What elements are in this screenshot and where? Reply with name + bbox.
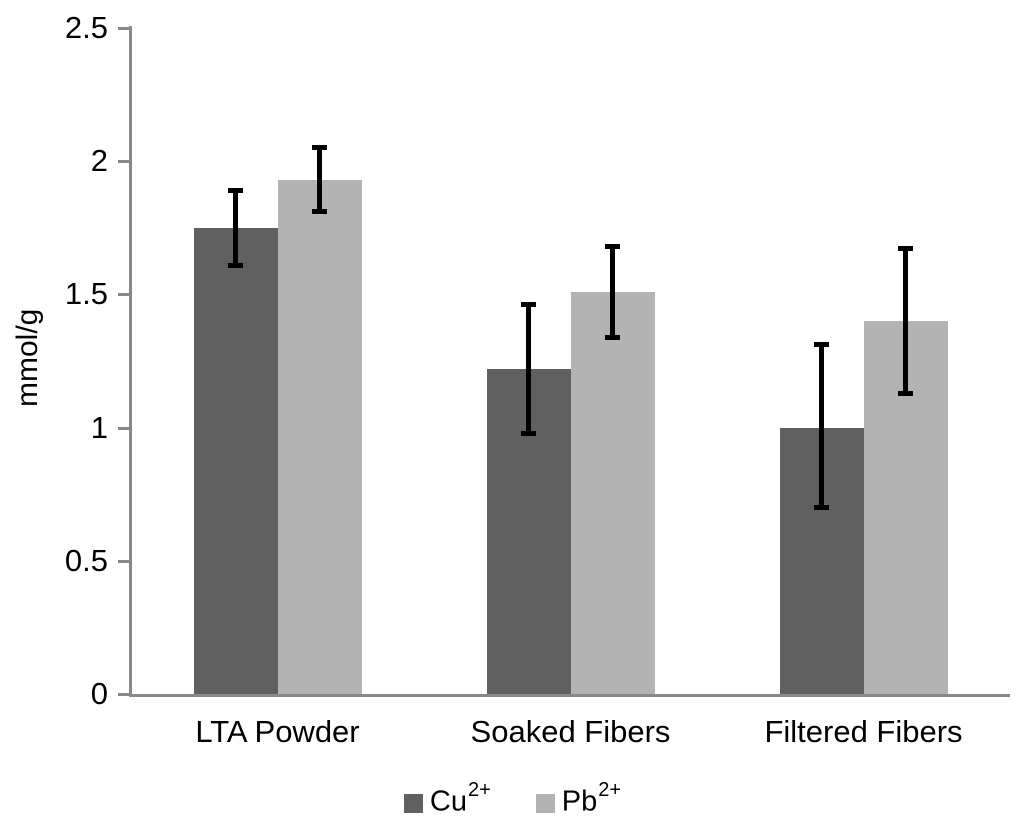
- y-tick-mark-1.5: [118, 293, 131, 297]
- bar-cu-lta-powder: [193, 227, 278, 694]
- error-cap-top-cu-soaked-fibers: [521, 302, 536, 308]
- x-axis-line: [129, 694, 1010, 697]
- legend-label-pb: Pb2+: [561, 779, 622, 818]
- error-bar-pb-filtered-fibers: [903, 246, 908, 396]
- error-cap-top-pb-filtered-fibers: [898, 246, 913, 252]
- y-tick-label-2.5: 2.5: [64, 10, 108, 45]
- y-tick-mark-0.5: [118, 559, 131, 563]
- bar-pb-lta-powder: [277, 179, 362, 694]
- error-bar-cu-lta-powder: [233, 187, 238, 268]
- x-axis-label-lta-powder: LTA Powder: [195, 714, 360, 749]
- legend-item-pb: Pb2+: [535, 778, 622, 818]
- error-cap-bottom-cu-soaked-fibers: [521, 430, 536, 436]
- error-bar-cu-soaked-fibers: [526, 302, 531, 436]
- y-tick-mark-0: [118, 693, 131, 696]
- x-axis-label-filtered-fibers: Filtered Fibers: [764, 714, 963, 749]
- y-tick-label-0.5: 0.5: [64, 542, 108, 578]
- legend: Cu2+ Pb2+: [0, 778, 1024, 818]
- error-cap-top-pb-soaked-fibers: [605, 243, 620, 249]
- error-cap-bottom-cu-lta-powder: [228, 262, 243, 268]
- y-tick-label-0: 0: [90, 676, 108, 711]
- y-tick-mark-2.5: [118, 27, 131, 30]
- error-cap-bottom-pb-soaked-fibers: [605, 334, 620, 340]
- y-tick-mark-1: [118, 426, 131, 430]
- legend-superscript-pb: 2+: [598, 779, 622, 801]
- y-tick-mark-2: [118, 160, 131, 164]
- legend-swatch-cu: [403, 794, 423, 814]
- y-tick-label-2: 2: [90, 143, 108, 179]
- y-tick-label-1.5: 1.5: [64, 276, 108, 312]
- legend-label-cu: Cu2+: [429, 779, 491, 818]
- legend-superscript-cu: 2+: [467, 779, 491, 801]
- error-bar-pb-soaked-fibers: [610, 243, 615, 340]
- y-axis-line: [129, 26, 132, 697]
- error-bar-cu-filtered-fibers: [819, 342, 824, 511]
- y-axis-title: mmol/g: [11, 308, 44, 408]
- x-axis-label-soaked-fibers: Soaked Fibers: [470, 714, 671, 749]
- error-cap-top-cu-filtered-fibers: [814, 342, 829, 348]
- error-cap-top-cu-lta-powder: [228, 187, 243, 193]
- error-cap-top-pb-lta-powder: [312, 145, 327, 151]
- y-tick-label-1: 1: [90, 409, 108, 445]
- error-cap-bottom-cu-filtered-fibers: [814, 505, 829, 511]
- bar-pb-soaked-fibers: [570, 291, 655, 694]
- error-cap-bottom-pb-filtered-fibers: [898, 390, 913, 396]
- legend-item-cu: Cu2+: [403, 778, 491, 818]
- error-bar-pb-lta-powder: [317, 145, 322, 215]
- error-cap-bottom-pb-lta-powder: [312, 209, 327, 215]
- legend-swatch-pb: [535, 794, 555, 814]
